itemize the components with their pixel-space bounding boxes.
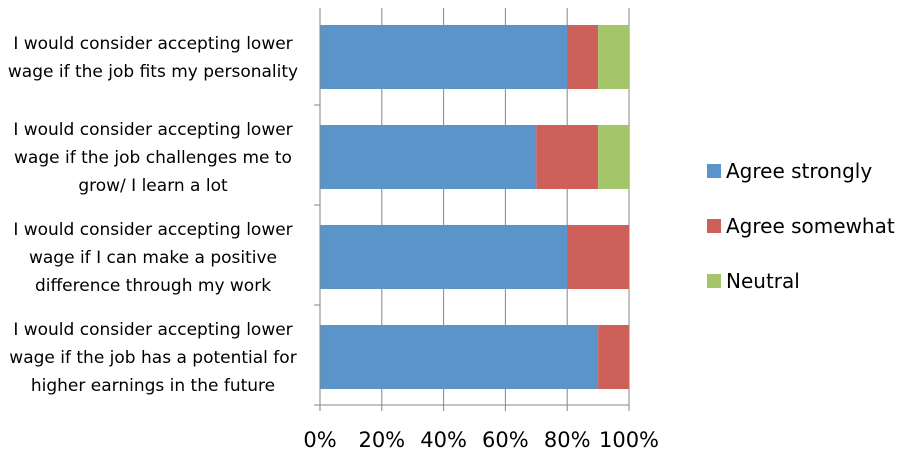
bar-segment-agree-strongly — [320, 225, 568, 289]
category-label-line: wage if the job has a potential for — [9, 348, 296, 368]
axes — [314, 8, 630, 411]
x-tick-label: 100% — [599, 428, 659, 452]
category-label-line: higher earnings in the future — [31, 376, 275, 396]
category-label-line: I would consider accepting lower — [13, 320, 292, 340]
bar-segment-agree-strongly — [320, 25, 568, 89]
bars — [320, 25, 629, 389]
bar-segment-agree-strongly — [320, 125, 537, 189]
x-tick-labels: 0% 20% 40% 60% 80% 100% — [303, 428, 659, 452]
bar-segment-agree-somewhat — [567, 25, 599, 89]
category-label: I would consider accepting lower wage if … — [8, 34, 298, 82]
category-label-line: I would consider accepting lower — [13, 34, 292, 54]
x-tick-label: 40% — [420, 428, 467, 452]
category-label-line: wage if the job fits my personality — [8, 62, 298, 82]
category-label-line: I would consider accepting lower — [13, 220, 292, 240]
legend-label: Agree somewhat — [726, 214, 895, 238]
legend-swatch — [707, 219, 721, 233]
category-label-line: grow/ I learn a lot — [78, 176, 228, 196]
category-label: I would consider accepting lower wage if … — [13, 220, 292, 296]
x-tick-label: 0% — [303, 428, 336, 452]
bar-segment-neutral — [598, 125, 629, 189]
bar-segment-agree-strongly — [320, 325, 599, 389]
legend-label: Agree strongly — [726, 159, 872, 183]
bar-segment-agree-somewhat — [598, 325, 629, 389]
legend-swatch — [707, 274, 721, 288]
category-label: I would consider accepting lower wage if … — [13, 120, 292, 196]
legend-swatch — [707, 164, 721, 178]
legend-label: Neutral — [726, 269, 800, 293]
category-label-line: difference through my work — [35, 276, 271, 296]
category-label-line: wage if the job challenges me to — [14, 148, 292, 168]
x-tick-label: 60% — [482, 428, 529, 452]
category-label: I would consider accepting lower wage if … — [9, 320, 296, 396]
bar-segment-neutral — [598, 25, 629, 89]
category-label-line: I would consider accepting lower — [13, 120, 292, 140]
bar-segment-agree-somewhat — [536, 125, 599, 189]
bar-segment-agree-somewhat — [567, 225, 629, 289]
category-labels: I would consider accepting lower wage if … — [8, 34, 298, 396]
legend: Agree strongly Agree somewhat Neutral — [707, 159, 895, 293]
x-tick-label: 20% — [358, 428, 405, 452]
category-label-line: wage if I can make a positive — [29, 248, 277, 268]
x-tick-label: 80% — [544, 428, 591, 452]
